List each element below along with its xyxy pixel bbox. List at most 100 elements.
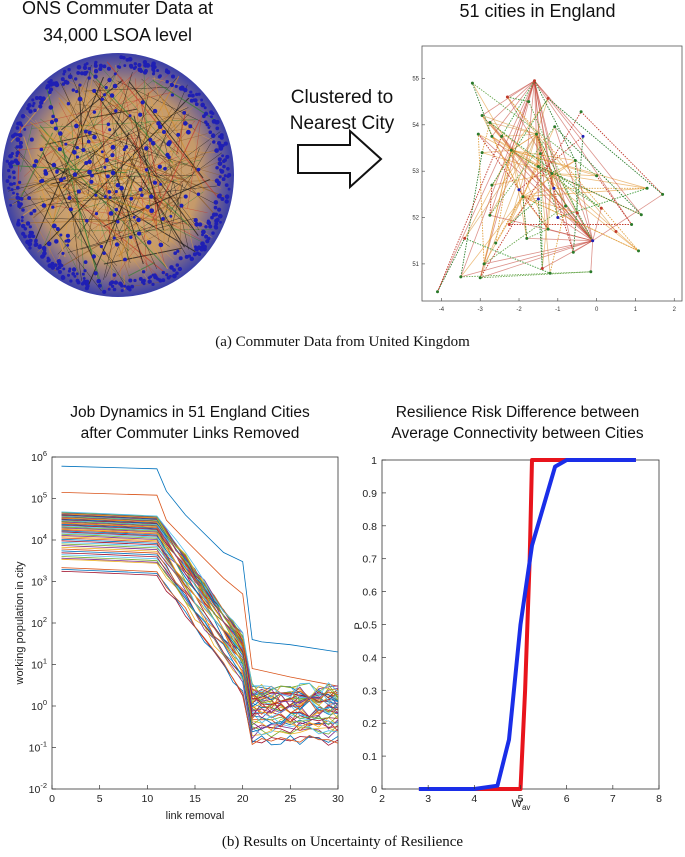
network-node — [202, 244, 207, 249]
network-node — [60, 275, 66, 281]
chart2-y-ticks: 0 0.1 0.2 0.3 0.4 0.5 0.6 0.7 0.8 0.9 1 — [362, 455, 386, 796]
network-node — [28, 109, 33, 114]
chart1-series-line — [61, 522, 339, 706]
network-node — [38, 104, 43, 109]
map-city-node — [556, 216, 560, 219]
network-node — [61, 251, 65, 255]
chart1-x-tick-label: 15 — [189, 793, 201, 805]
network-node — [64, 239, 68, 243]
network-node — [100, 150, 104, 154]
network-node — [108, 195, 112, 200]
network-node — [210, 115, 213, 119]
chart1-series-line — [61, 515, 339, 702]
network-node — [122, 56, 126, 60]
map-city-node — [599, 206, 603, 210]
network-node — [103, 93, 107, 97]
network-node — [7, 186, 11, 190]
chart1-series-line — [61, 567, 339, 746]
map-link — [574, 160, 578, 213]
network-node — [151, 67, 156, 72]
network-link — [25, 205, 62, 273]
network-node — [76, 65, 82, 70]
network-node — [152, 273, 157, 278]
network-node — [133, 62, 138, 66]
network-node — [182, 111, 187, 115]
network-node — [132, 215, 136, 219]
network-link — [29, 121, 108, 182]
map-link — [539, 153, 543, 269]
chart1-y-tick-label: 106 — [31, 449, 47, 464]
network-node — [84, 161, 89, 165]
network-node — [12, 176, 16, 180]
network-node — [104, 85, 108, 90]
chart1-series-line — [61, 512, 339, 701]
network-node — [218, 193, 222, 198]
network-node — [20, 219, 24, 223]
network-node — [224, 194, 230, 200]
network-node — [5, 179, 10, 184]
network-node — [194, 102, 199, 107]
network-node — [82, 276, 86, 280]
map-link — [481, 115, 512, 151]
network-node — [85, 62, 89, 66]
network-node — [73, 274, 77, 278]
network-node — [214, 221, 219, 226]
network-node — [221, 177, 226, 182]
network-link — [190, 148, 200, 171]
map-link — [437, 136, 503, 292]
network-link — [38, 160, 159, 276]
map-city-node — [478, 276, 482, 280]
network-node — [83, 269, 87, 273]
network-node — [213, 200, 219, 205]
network-node — [106, 122, 111, 127]
job-dynamics-title-line1: Job Dynamics in 51 England Cities — [70, 404, 310, 421]
network-node — [123, 284, 127, 288]
network-node — [128, 278, 133, 283]
network-node — [32, 208, 37, 213]
network-node — [85, 70, 89, 74]
network-node — [176, 249, 180, 253]
map-link — [573, 240, 593, 253]
network-node — [83, 260, 88, 264]
map-link — [536, 133, 594, 241]
network-node — [83, 129, 88, 134]
chart1-y-tick-label: 10-1 — [29, 740, 47, 755]
map-city-node — [490, 134, 494, 138]
network-link — [111, 123, 152, 225]
chart1-x-ticks: 0 5 10 15 20 25 30 — [49, 785, 344, 805]
map-link — [511, 133, 537, 151]
network-node — [69, 279, 73, 283]
chart1-y-tick-exponent: 3 — [43, 574, 47, 583]
network-node — [217, 157, 222, 162]
network-node — [187, 93, 192, 98]
network-node — [17, 121, 23, 126]
chart1-y-tick-exponent: 5 — [43, 491, 47, 500]
chart1-x-tick-label: 0 — [49, 793, 55, 805]
network-node — [51, 223, 57, 229]
map-link — [507, 96, 529, 103]
map-link — [596, 175, 632, 225]
chart1-series-line — [61, 465, 339, 653]
network-node — [169, 82, 175, 88]
network-link — [115, 119, 200, 231]
network-link — [116, 220, 184, 257]
map-link — [491, 136, 520, 190]
network-node — [211, 212, 217, 217]
network-node — [63, 79, 69, 85]
map-link — [491, 98, 549, 186]
map-city-node — [552, 186, 556, 190]
network-node — [129, 235, 133, 239]
network-link — [151, 119, 201, 221]
network-node — [39, 147, 44, 152]
chart2-y-tick-label: 0.8 — [362, 521, 377, 533]
network-node — [17, 200, 20, 204]
network-node — [112, 236, 116, 240]
network-node — [66, 273, 71, 277]
network-node — [103, 165, 107, 169]
map-city-node — [488, 121, 492, 124]
network-node — [57, 131, 63, 136]
network-node — [192, 252, 197, 257]
map-link — [481, 115, 524, 197]
chart2-y-tick-label: 0.1 — [362, 751, 377, 763]
map-city-node — [540, 267, 544, 270]
